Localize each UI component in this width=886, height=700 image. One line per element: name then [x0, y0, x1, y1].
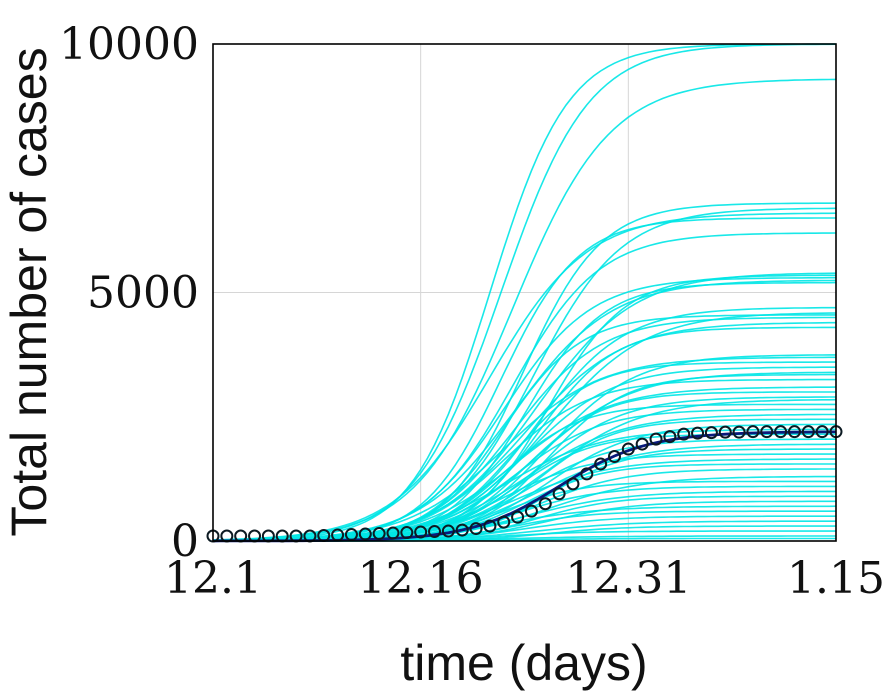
simulation-line-1	[212, 43, 837, 542]
observed-point-12	[372, 527, 386, 541]
observed-point-30	[621, 442, 635, 456]
observed-point-43	[801, 425, 815, 439]
simulation-line-20	[213, 356, 836, 542]
observed-point-10	[344, 528, 358, 542]
simulation-line-8	[212, 272, 837, 542]
y-tick-label-1: 5000	[87, 268, 199, 319]
observed-point-21	[497, 515, 511, 529]
observed-point-29	[607, 450, 621, 464]
observed-point-32	[649, 432, 663, 446]
y-tick-label-0: 0	[171, 516, 199, 567]
observed-point-39	[746, 425, 760, 439]
observed-point-28	[594, 457, 608, 471]
plot-frame	[212, 43, 837, 542]
observed-point-31	[635, 437, 649, 451]
x-tick-label-2: 12.31	[565, 553, 691, 604]
simulation-line-0	[212, 43, 836, 542]
y-tick-label-2: 10000	[59, 19, 199, 70]
simulation-line-5	[212, 212, 837, 541]
observed-point-15	[414, 525, 428, 539]
observed-point-35	[691, 426, 705, 440]
simulation-line-35	[213, 428, 836, 542]
observed-point-26	[566, 477, 580, 491]
observed-point-42	[787, 425, 801, 439]
observed-point-22	[511, 510, 525, 524]
observed-point-24	[538, 497, 552, 511]
x-axis-label: time (days)	[400, 635, 647, 691]
observed-point-20	[483, 519, 497, 533]
simulation-line-2	[212, 78, 837, 541]
observed-point-16	[428, 525, 442, 539]
x-tick-label-3: 1.15	[787, 553, 885, 604]
observed-point-19	[469, 522, 483, 536]
observed-points	[206, 425, 843, 543]
observed-point-13	[386, 526, 400, 540]
observed-point-14	[400, 526, 414, 540]
observed-point-36	[704, 426, 718, 440]
y-tick-labels: 0 5000 10000	[59, 19, 199, 567]
observed-point-25	[552, 487, 566, 501]
observed-point-34	[677, 427, 691, 441]
x-tick-label-0: 12.1	[164, 553, 262, 604]
observed-point-33	[663, 430, 677, 444]
observed-point-37	[718, 425, 732, 439]
observed-point-27	[580, 467, 594, 481]
observed-point-17	[441, 524, 455, 538]
x-tick-label-1: 12.16	[358, 553, 484, 604]
observed-point-18	[455, 523, 469, 537]
observed-point-40	[760, 425, 774, 439]
observed-point-23	[524, 504, 538, 518]
observed-point-11	[358, 527, 372, 541]
y-axis-label: Total number of cases	[1, 47, 57, 536]
observed-point-41	[774, 425, 788, 439]
observed-point-38	[732, 425, 746, 439]
observed-point-44	[815, 425, 829, 439]
x-tick-labels: 12.1 12.16 12.31 1.15	[164, 553, 885, 604]
